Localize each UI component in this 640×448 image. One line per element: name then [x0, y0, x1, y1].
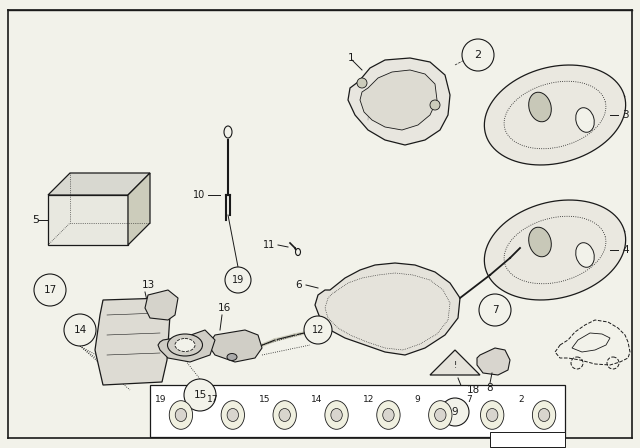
Text: 17: 17	[207, 395, 218, 404]
Polygon shape	[95, 298, 170, 385]
Text: 11: 11	[263, 240, 275, 250]
Circle shape	[479, 294, 511, 326]
Ellipse shape	[227, 353, 237, 361]
Polygon shape	[430, 350, 480, 375]
Text: 10: 10	[193, 190, 205, 200]
Ellipse shape	[435, 409, 446, 422]
Text: 2: 2	[474, 50, 481, 60]
Ellipse shape	[576, 243, 595, 267]
Text: 1: 1	[348, 53, 355, 63]
Ellipse shape	[377, 401, 400, 429]
Text: 16: 16	[218, 303, 231, 313]
Polygon shape	[48, 195, 128, 245]
Ellipse shape	[529, 92, 551, 122]
Ellipse shape	[224, 126, 232, 138]
Ellipse shape	[169, 401, 193, 429]
Text: 8: 8	[486, 383, 493, 393]
Text: 14: 14	[74, 325, 86, 335]
FancyBboxPatch shape	[490, 432, 565, 447]
Text: 4: 4	[622, 245, 628, 255]
Circle shape	[304, 316, 332, 344]
Text: 9: 9	[452, 407, 458, 417]
Polygon shape	[208, 330, 262, 362]
Text: 12: 12	[362, 395, 374, 404]
Text: !: !	[453, 361, 456, 370]
Polygon shape	[360, 70, 437, 130]
Ellipse shape	[279, 409, 291, 422]
Text: 15: 15	[259, 395, 270, 404]
Text: 5: 5	[32, 215, 39, 225]
Ellipse shape	[175, 409, 187, 422]
Text: 12: 12	[312, 325, 324, 335]
Text: 51167-81: 51167-81	[509, 435, 546, 444]
Ellipse shape	[529, 227, 551, 257]
Text: 19: 19	[232, 275, 244, 285]
Ellipse shape	[175, 339, 195, 352]
Ellipse shape	[296, 249, 301, 255]
FancyBboxPatch shape	[150, 385, 565, 437]
Circle shape	[184, 379, 216, 411]
Ellipse shape	[331, 409, 342, 422]
Circle shape	[34, 274, 66, 306]
Polygon shape	[484, 65, 626, 165]
Text: 6: 6	[296, 280, 302, 290]
Circle shape	[64, 314, 96, 346]
Polygon shape	[48, 173, 150, 195]
Ellipse shape	[538, 409, 550, 422]
Text: 15: 15	[193, 390, 207, 400]
Ellipse shape	[325, 401, 348, 429]
Text: 9: 9	[414, 395, 420, 404]
Text: 13: 13	[142, 280, 156, 290]
Circle shape	[357, 78, 367, 88]
Ellipse shape	[227, 409, 239, 422]
Polygon shape	[158, 330, 215, 362]
Text: 19: 19	[155, 395, 166, 404]
Polygon shape	[315, 263, 460, 355]
Text: 3: 3	[622, 110, 628, 120]
Circle shape	[462, 39, 494, 71]
Text: 18: 18	[467, 385, 480, 395]
Text: 7: 7	[492, 305, 499, 315]
Ellipse shape	[576, 108, 595, 132]
Text: 17: 17	[44, 285, 56, 295]
Polygon shape	[477, 348, 510, 375]
Text: 14: 14	[310, 395, 322, 404]
Polygon shape	[348, 58, 450, 145]
Ellipse shape	[168, 334, 202, 356]
Ellipse shape	[481, 401, 504, 429]
Circle shape	[225, 267, 251, 293]
Circle shape	[430, 100, 440, 110]
Ellipse shape	[273, 401, 296, 429]
Polygon shape	[145, 290, 178, 320]
Ellipse shape	[532, 401, 556, 429]
Text: 2: 2	[518, 395, 524, 404]
Ellipse shape	[221, 401, 244, 429]
Text: 7: 7	[467, 395, 472, 404]
Polygon shape	[484, 200, 626, 300]
Ellipse shape	[429, 401, 452, 429]
Ellipse shape	[383, 409, 394, 422]
Circle shape	[441, 398, 469, 426]
Polygon shape	[128, 173, 150, 245]
Ellipse shape	[486, 409, 498, 422]
